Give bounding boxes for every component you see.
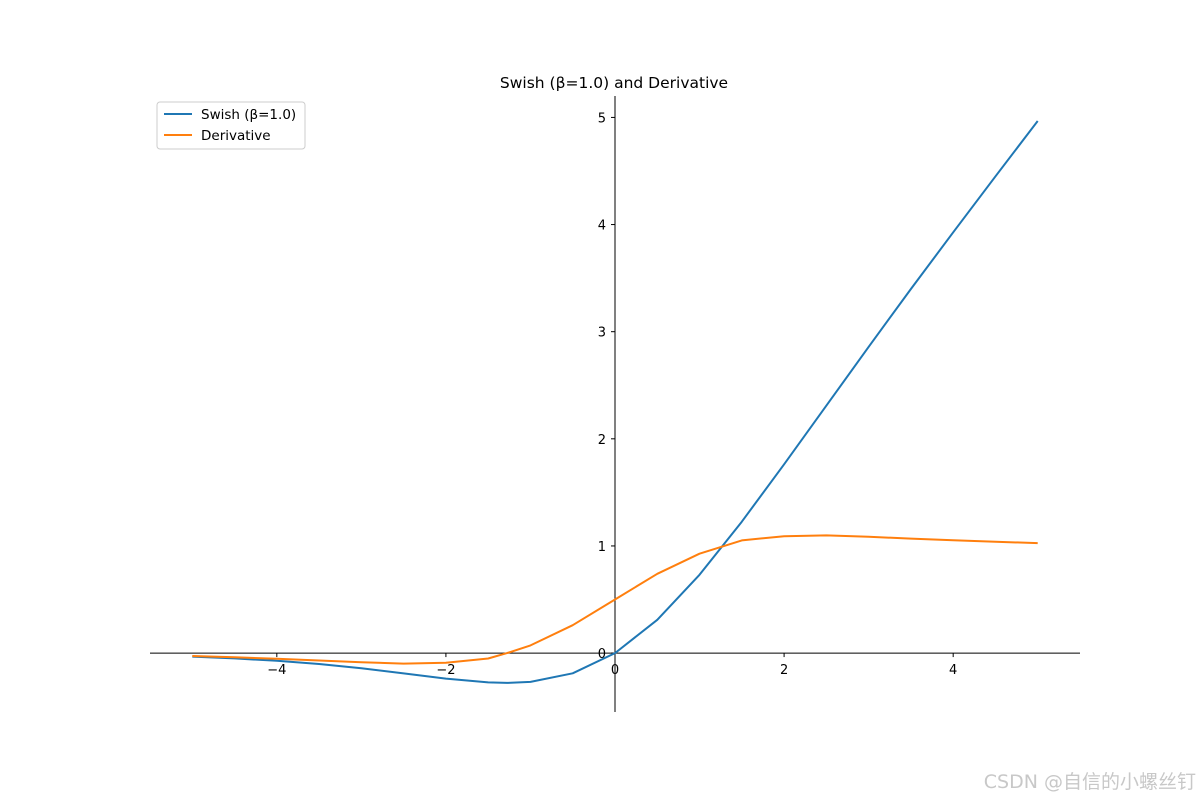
legend-label-derivative: Derivative (201, 128, 271, 144)
x-tick-label: 2 (780, 663, 788, 678)
axes: −4 −2 0 2 4 0 1 2 3 4 5 (150, 96, 1080, 712)
y-tick-label: 2 (598, 433, 606, 448)
series-line-derivative (192, 534, 1038, 665)
x-tick-label: 0 (611, 663, 619, 678)
x-tick-label: −4 (267, 663, 286, 678)
watermark-text: CSDN @自信的小螺丝钉 (983, 771, 1196, 793)
x-tick-label: −2 (436, 663, 455, 678)
series-lines (192, 120, 1039, 684)
y-tick-label: 4 (598, 219, 606, 234)
legend: Swish (β=1.0) Derivative (156, 101, 306, 150)
y-tick-label: 0 (598, 647, 606, 662)
chart-title: Swish (β=1.0) and Derivative (500, 74, 728, 92)
x-tick-label: 4 (949, 663, 957, 678)
series-line-swish (192, 120, 1039, 684)
legend-label-swish: Swish (β=1.0) (201, 107, 296, 123)
y-tick-label: 3 (598, 326, 606, 341)
y-tick-label: 1 (598, 540, 606, 555)
legend-frame (156, 101, 306, 150)
y-tick-label: 5 (598, 111, 606, 126)
